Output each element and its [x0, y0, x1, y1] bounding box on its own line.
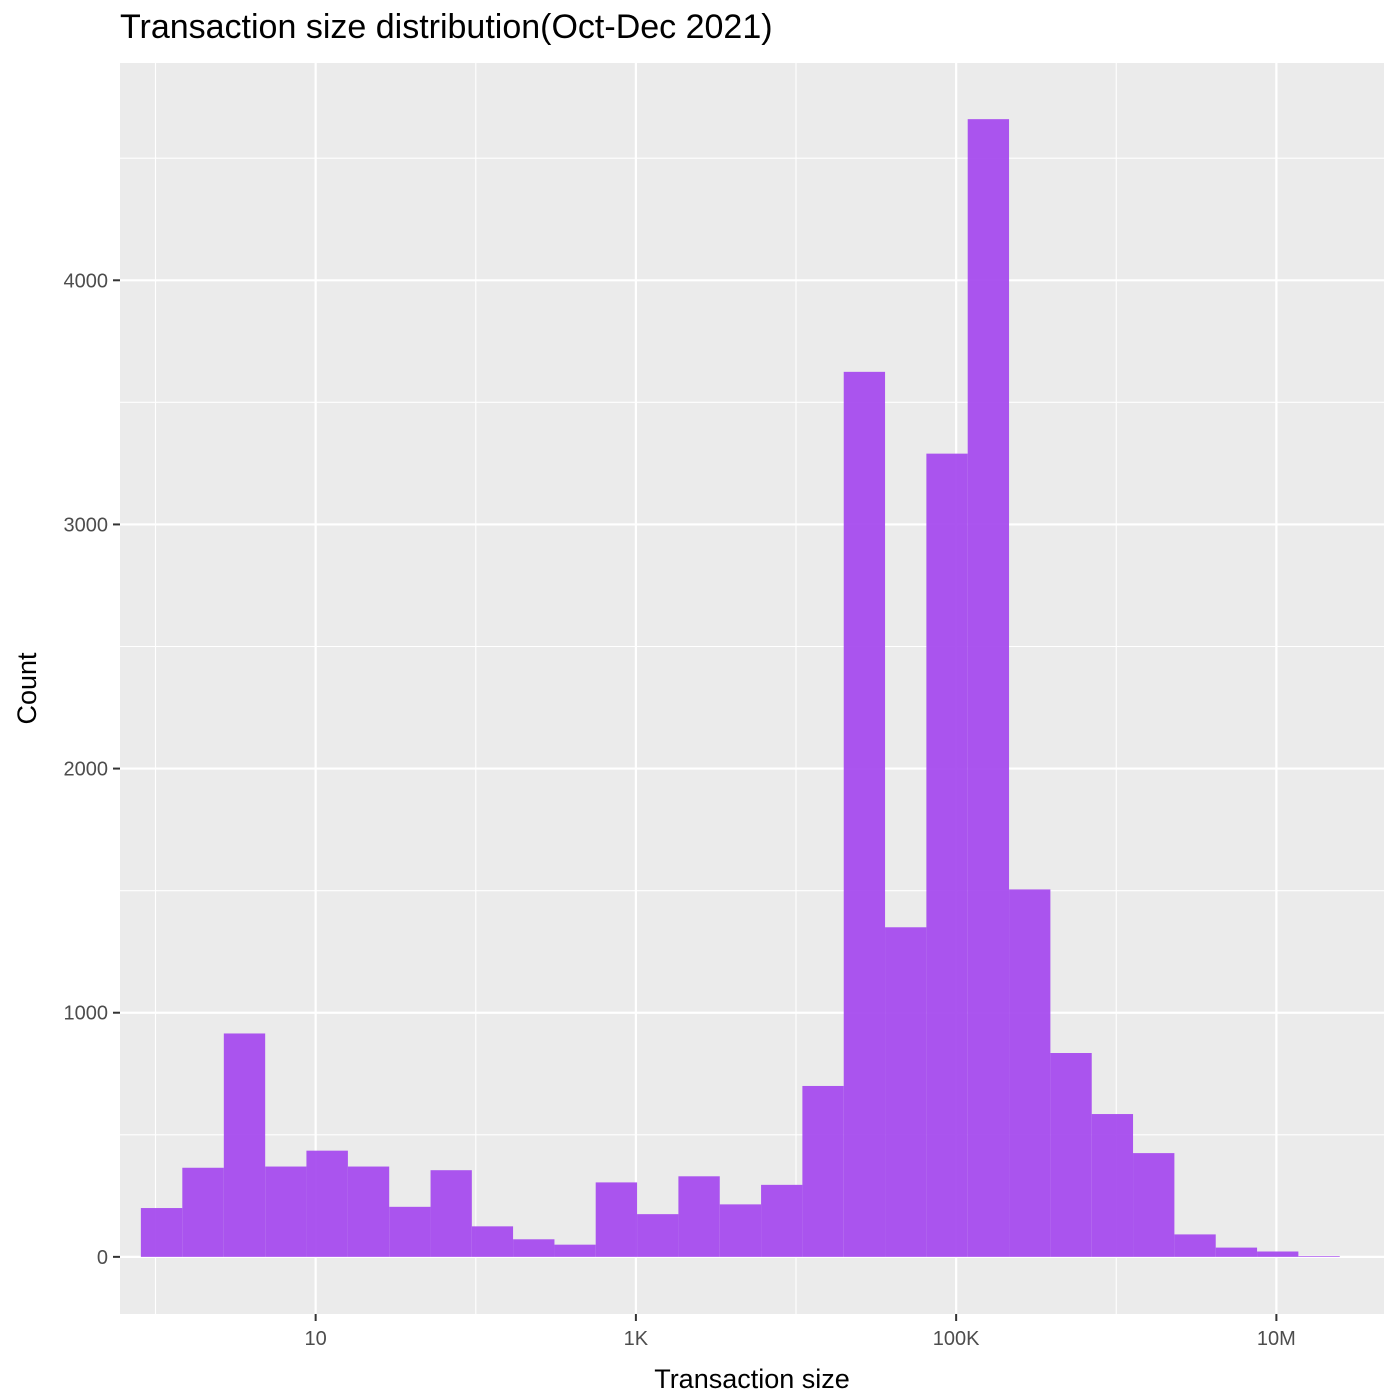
histogram-bar	[595, 1182, 638, 1257]
histogram-bar	[967, 119, 1010, 1257]
histogram-bar	[761, 1184, 803, 1257]
histogram-bar	[471, 1226, 514, 1257]
histogram-bar	[802, 1085, 844, 1257]
x-tick-label: 10	[305, 1328, 327, 1350]
y-tick-label: 1000	[64, 1003, 109, 1025]
histogram-bar	[1050, 1053, 1092, 1257]
histogram-bar	[1133, 1153, 1175, 1257]
histogram-bar	[223, 1033, 266, 1257]
histogram-bar	[926, 453, 968, 1257]
histogram-bar	[1298, 1256, 1340, 1257]
y-axis-title: Count	[12, 652, 42, 725]
y-tick-label: 0	[97, 1247, 108, 1269]
histogram-bar	[430, 1170, 472, 1257]
y-tick-label: 4000	[64, 270, 109, 292]
histogram-bar	[182, 1167, 224, 1257]
histogram-bar	[140, 1208, 183, 1257]
histogram-bar	[347, 1166, 390, 1257]
histogram-bars	[140, 119, 1340, 1257]
histogram-bar	[637, 1214, 679, 1257]
y-axis: 0 1000 2000 3000 4000	[64, 270, 120, 1269]
minor-gridlines	[120, 63, 1384, 1314]
histogram-bar	[1091, 1114, 1134, 1257]
histogram-bar	[265, 1166, 307, 1257]
histogram-bar	[719, 1204, 762, 1257]
x-tick-label: 1K	[624, 1328, 649, 1350]
y-tick-label: 3000	[64, 514, 109, 536]
histogram-bar	[678, 1176, 720, 1257]
histogram-bar	[1174, 1234, 1216, 1257]
x-tick-label: 10M	[1257, 1328, 1296, 1350]
x-tick-label: 100K	[933, 1328, 980, 1350]
histogram-bar	[1215, 1247, 1258, 1257]
x-axis: 10 1K 100K 10M	[305, 1314, 1296, 1350]
histogram-bar	[843, 371, 886, 1257]
histogram-bar	[389, 1206, 431, 1257]
histogram-bar	[554, 1244, 596, 1257]
chart-title: Transaction size distribution(Oct-Dec 20…	[120, 8, 773, 46]
x-axis-title: Transaction size	[654, 1364, 850, 1394]
histogram-bar	[513, 1239, 555, 1257]
histogram-bar	[306, 1150, 348, 1257]
y-tick-label: 2000	[64, 759, 109, 781]
histogram-bar	[885, 927, 927, 1257]
plot-panel	[120, 63, 1384, 1314]
histogram-bar	[1009, 889, 1051, 1257]
histogram-bar	[1257, 1251, 1299, 1257]
